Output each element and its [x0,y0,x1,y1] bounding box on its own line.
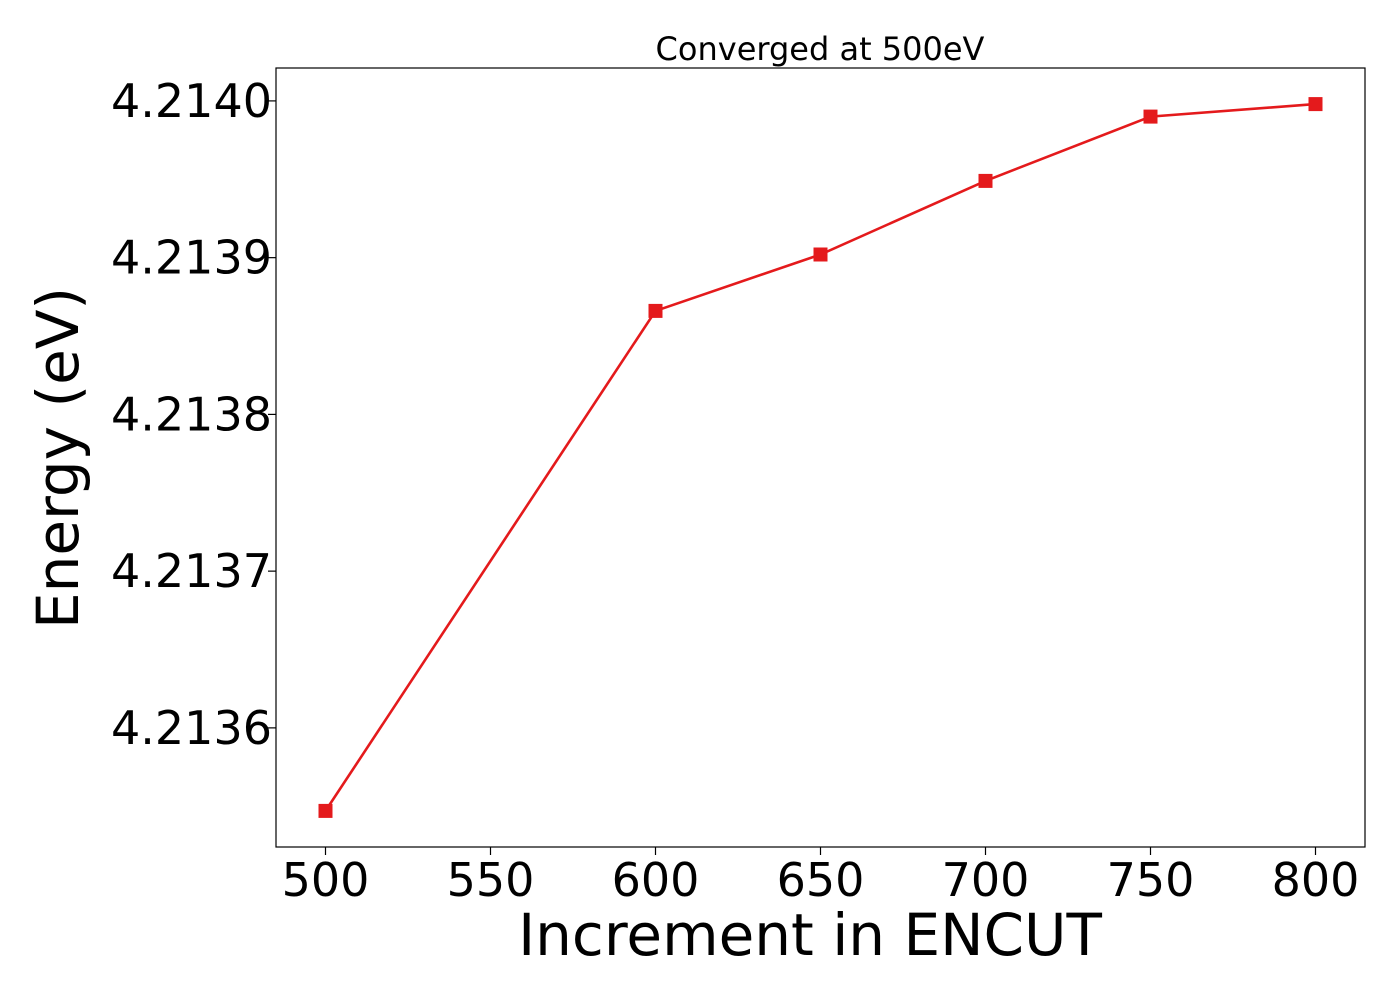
x-tick-label: 800 [1272,853,1360,907]
y-tick-label: 4.2139 [111,231,272,285]
data-point-marker [318,803,333,818]
y-tick-label: 4.2136 [111,701,272,755]
y-axis-ticks: 4.2136 4.2137 4.2138 4.2139 4.2140 [111,74,276,755]
y-tick-label: 4.2140 [111,74,272,128]
x-tick-label: 700 [942,853,1030,907]
data-point-marker [978,173,993,188]
chart-title: Converged at 500eV [656,30,985,68]
plot-area: 500 550 600 650 700 750 800 4.2136 4.2137 4.2138… [111,67,1366,907]
data-point-marker [813,247,828,262]
x-tick-label: 500 [282,853,370,907]
data-point-marker [1308,97,1323,112]
data-point-marker [648,303,663,318]
x-axis-label: Increment in ENCUT [518,901,1102,969]
x-tick-label: 600 [612,853,700,907]
x-tick-label: 650 [777,853,865,907]
y-tick-label: 4.2138 [111,387,272,441]
x-tick-label: 750 [1107,853,1195,907]
series-layer [318,97,1323,818]
x-tick-label: 550 [447,853,535,907]
data-point-marker [1143,109,1158,124]
series-line [324,102,1316,812]
y-tick-label: 4.2137 [111,544,272,598]
axes-frame [275,67,1366,848]
x-axis-ticks: 500 550 600 650 700 750 800 [282,847,1360,907]
y-axis-label: Energy (eV) [24,287,92,629]
